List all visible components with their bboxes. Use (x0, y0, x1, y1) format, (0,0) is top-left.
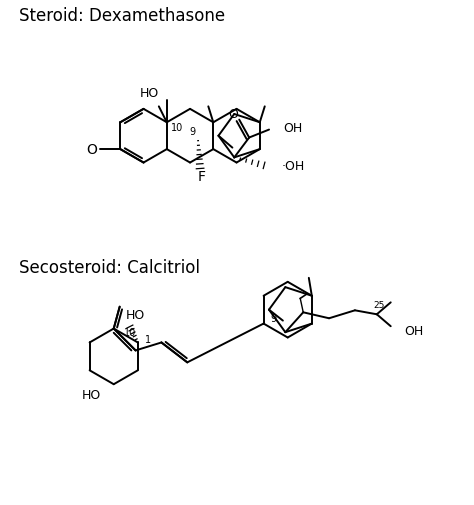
Text: O: O (228, 108, 238, 121)
Text: 10: 10 (124, 327, 136, 337)
Text: Steroid: Dexamethasone: Steroid: Dexamethasone (19, 8, 226, 25)
Text: HO: HO (82, 388, 101, 401)
Text: 25: 25 (373, 300, 384, 309)
Text: O: O (86, 143, 97, 157)
Text: 1: 1 (145, 335, 151, 345)
Text: F: F (198, 170, 206, 184)
Text: 9: 9 (189, 126, 195, 136)
Text: 9: 9 (271, 314, 277, 323)
Text: Secosteroid: Calcitriol: Secosteroid: Calcitriol (19, 259, 201, 276)
Text: OH: OH (405, 324, 424, 337)
Text: HO: HO (126, 309, 146, 322)
Text: ·OH: ·OH (282, 160, 305, 173)
Text: HO: HO (139, 87, 158, 100)
Text: 10: 10 (171, 123, 183, 133)
Text: OH: OH (283, 122, 302, 135)
